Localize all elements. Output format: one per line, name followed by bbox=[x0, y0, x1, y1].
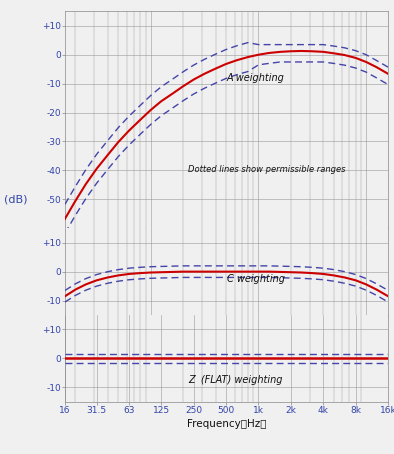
Text: A weighting: A weighting bbox=[227, 73, 284, 83]
Text: Z  (FLAT) weighting: Z (FLAT) weighting bbox=[188, 375, 282, 385]
Text: (dB): (dB) bbox=[4, 195, 28, 205]
Text: C weighting: C weighting bbox=[227, 274, 284, 284]
Text: Dotted lines show permissible ranges: Dotted lines show permissible ranges bbox=[188, 165, 345, 174]
X-axis label: Frequency（Hz）: Frequency（Hz） bbox=[187, 419, 266, 429]
